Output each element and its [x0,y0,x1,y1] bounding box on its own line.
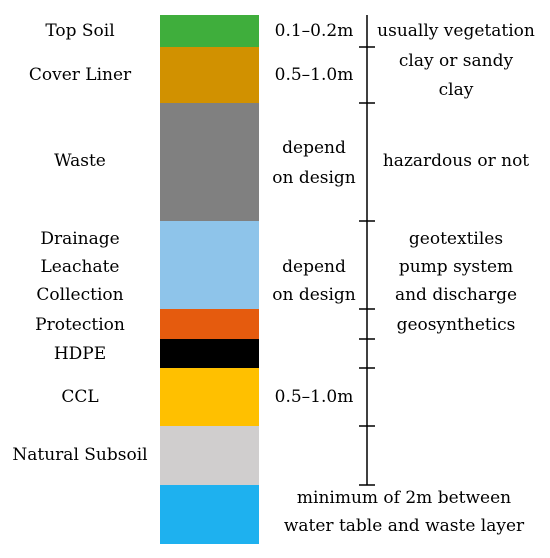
layer-cover-liner [160,47,259,103]
thickness-drainage-line2: on design [272,285,356,305]
label-cover-liner: Cover Liner [28,65,132,85]
layer-drainage [160,221,259,309]
layer-waste [160,103,259,221]
label-drainage-line2: Leachate [40,257,120,277]
label-natural-subsoil: Natural Subsoil [12,445,148,465]
note-water-line1: minimum of 2m between [296,488,512,508]
thickness-top-soil: 0.1–0.2m [274,21,354,41]
layer-ccl [160,368,259,426]
thickness-waste-line1: depend [282,138,346,158]
label-drainage-line1: Drainage [40,229,120,249]
thickness-drainage-line1: depend [282,257,346,277]
note-cover-liner-line1: clay or sandy [398,51,514,71]
thickness-cover-liner: 0.5–1.0m [274,65,354,85]
note-top-soil: usually vegetation [377,21,535,41]
note-drainage-line1: geotextiles [408,229,504,249]
thickness-waste-line2: on design [272,168,356,188]
note-drainage-line2: pump system [398,257,514,277]
thickness-ccl: 0.5–1.0m [274,387,354,407]
note-water-line2: water table and waste layer [283,516,525,536]
label-ccl: CCL [61,387,99,407]
note-protection: geosynthetics [396,315,516,335]
layer-hdpe [160,339,259,368]
layer-natural-subsoil [160,426,259,485]
layer-protection [160,309,259,339]
label-drainage-line3: Collection [36,285,124,305]
note-cover-liner-line2: clay [438,80,474,100]
label-waste: Waste [54,151,106,171]
note-waste: hazardous or not [382,151,530,171]
label-hdpe: HDPE [53,344,107,364]
layer-top-soil [160,15,259,47]
note-drainage-line3: and discharge [394,285,518,305]
layer-water-table [160,485,259,544]
label-top-soil: Top Soil [45,21,115,41]
label-protection: Protection [35,315,125,335]
